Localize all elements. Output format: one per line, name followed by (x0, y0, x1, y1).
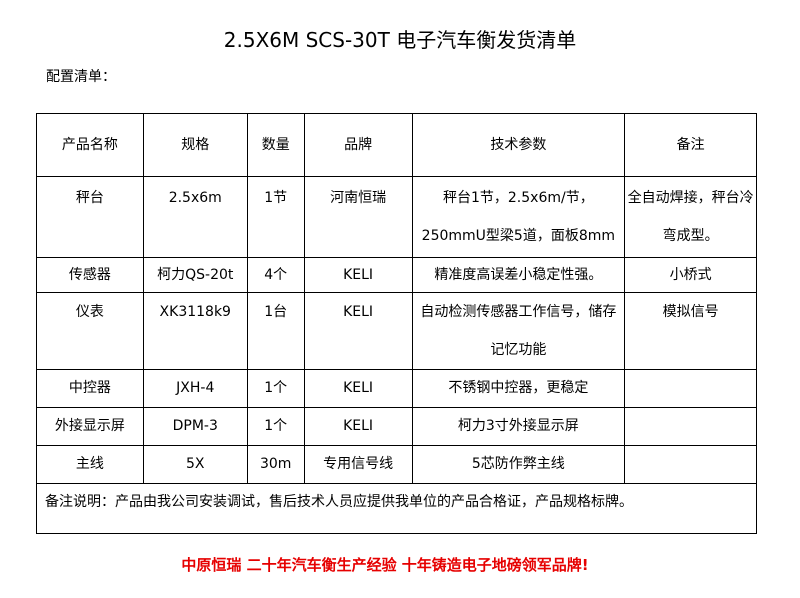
header-cell: 技术参数 (411, 113, 626, 177)
shipping-list-table: 产品名称 规格 数量 品牌 技术参数 备注 秤台 2.5x6m 1节 河南恒瑞 … (36, 113, 757, 534)
cell: JXH-4 (142, 369, 248, 408)
cell: 30m (246, 445, 305, 484)
cell: 秤台1节，2.5x6m/节，250mmU型梁5道，面板8mm (411, 176, 626, 258)
table-header-row: 产品名称 规格 数量 品牌 技术参数 备注 (36, 113, 757, 177)
table-row: 外接显示屏 DPM-3 1个 KELI 柯力3寸外接显示屏 (36, 407, 757, 446)
section-label: 配置清单： (46, 69, 116, 85)
page-title: 2.5X6M SCS-30T 电子汽车衡发货清单 (223, 28, 577, 52)
cell: 5X (142, 445, 248, 484)
table-row: 仪表 XK3118k9 1台 KELI 自动检测传感器工作信号，储存记忆功能 模… (36, 292, 757, 370)
cell (624, 445, 757, 484)
cell: 秤台 (36, 176, 144, 258)
note-row: 备注说明：产品由我公司安装调试，售后技术人员应提供我单位的产品合格证，产品规格标… (36, 483, 757, 534)
cell: KELI (303, 407, 413, 446)
cell: 外接显示屏 (36, 407, 144, 446)
note-text: 备注说明：产品由我公司安装调试，售后技术人员应提供我单位的产品合格证，产品规格标… (36, 483, 757, 534)
cell: 精准度高误差小稳定性强。 (411, 257, 626, 293)
table-row: 传感器 柯力QS-20t 4个 KELI 精准度高误差小稳定性强。 小桥式 (36, 257, 757, 293)
cell: 1台 (246, 292, 305, 370)
cell: 模拟信号 (624, 292, 757, 370)
table-row: 中控器 JXH-4 1个 KELI 不锈钢中控器，更稳定 (36, 369, 757, 408)
header-cell: 品牌 (303, 113, 413, 177)
table-row: 主线 5X 30m 专用信号线 5芯防作弊主线 (36, 445, 757, 484)
cell: 4个 (246, 257, 305, 293)
header-cell: 产品名称 (36, 113, 144, 177)
cell: 1个 (246, 369, 305, 408)
cell: KELI (303, 292, 413, 370)
header-cell: 规格 (142, 113, 248, 177)
header-cell: 备注 (624, 113, 757, 177)
cell: 传感器 (36, 257, 144, 293)
cell: 主线 (36, 445, 144, 484)
cell (624, 369, 757, 408)
cell: KELI (303, 369, 413, 408)
cell: 自动检测传感器工作信号，储存记忆功能 (411, 292, 626, 370)
cell: KELI (303, 257, 413, 293)
cell: XK3118k9 (142, 292, 248, 370)
cell: 不锈钢中控器，更稳定 (411, 369, 626, 408)
cell: 全自动焊接，秤台冷弯成型。 (624, 176, 757, 258)
cell: 柯力3寸外接显示屏 (411, 407, 626, 446)
cell: 1节 (246, 176, 305, 258)
header-cell: 数量 (246, 113, 305, 177)
cell (624, 407, 757, 446)
cell: 仪表 (36, 292, 144, 370)
cell: 柯力QS-20t (142, 257, 248, 293)
cell: 5芯防作弊主线 (411, 445, 626, 484)
table-row: 秤台 2.5x6m 1节 河南恒瑞 秤台1节，2.5x6m/节，250mmU型梁… (36, 176, 757, 258)
cell: 小桥式 (624, 257, 757, 293)
cell: 2.5x6m (142, 176, 248, 258)
cell: DPM-3 (142, 407, 248, 446)
cell: 1个 (246, 407, 305, 446)
cell: 专用信号线 (303, 445, 413, 484)
cell: 河南恒瑞 (303, 176, 413, 258)
cell: 中控器 (36, 369, 144, 408)
slogan: 中原恒瑞 二十年汽车衡生产经验 十年铸造电子地磅领军品牌! (181, 556, 589, 574)
